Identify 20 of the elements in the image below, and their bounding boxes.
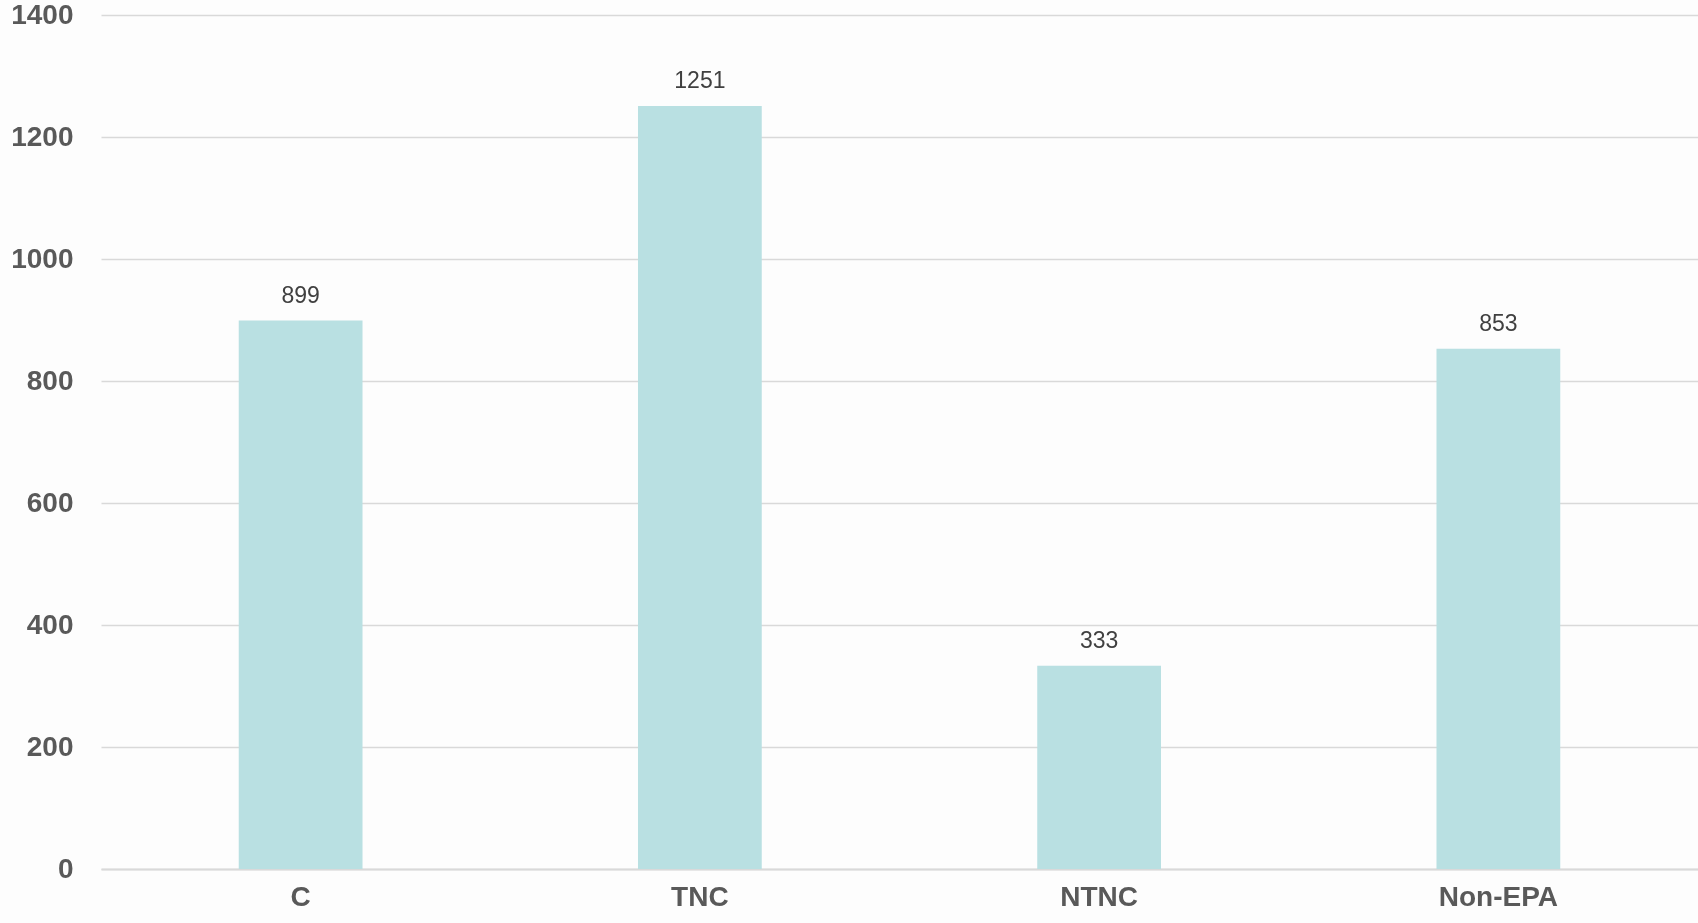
bar xyxy=(637,105,762,869)
y-tick-label: 1000 xyxy=(11,242,74,274)
y-tick-label: 800 xyxy=(26,364,74,396)
data-label: 333 xyxy=(1079,626,1119,653)
x-tick-label: TNC xyxy=(671,880,729,912)
y-tick-label: 600 xyxy=(26,486,74,518)
bar xyxy=(1037,665,1162,869)
bar xyxy=(1436,348,1561,869)
data-label: 1251 xyxy=(674,66,726,93)
y-tick-label: 0 xyxy=(57,852,74,884)
y-tick-label: 1400 xyxy=(11,0,74,30)
data-label: 899 xyxy=(281,281,320,308)
data-label: 853 xyxy=(1479,309,1518,336)
y-tick-label: 1200 xyxy=(11,120,74,152)
y-tick-label: 200 xyxy=(26,730,74,762)
x-tick-label: C xyxy=(290,880,311,912)
bar xyxy=(238,320,363,869)
y-tick-label: 400 xyxy=(26,608,74,640)
x-tick-label: Non-EPA xyxy=(1438,880,1558,912)
x-tick-label: NTNC xyxy=(1060,880,1139,912)
